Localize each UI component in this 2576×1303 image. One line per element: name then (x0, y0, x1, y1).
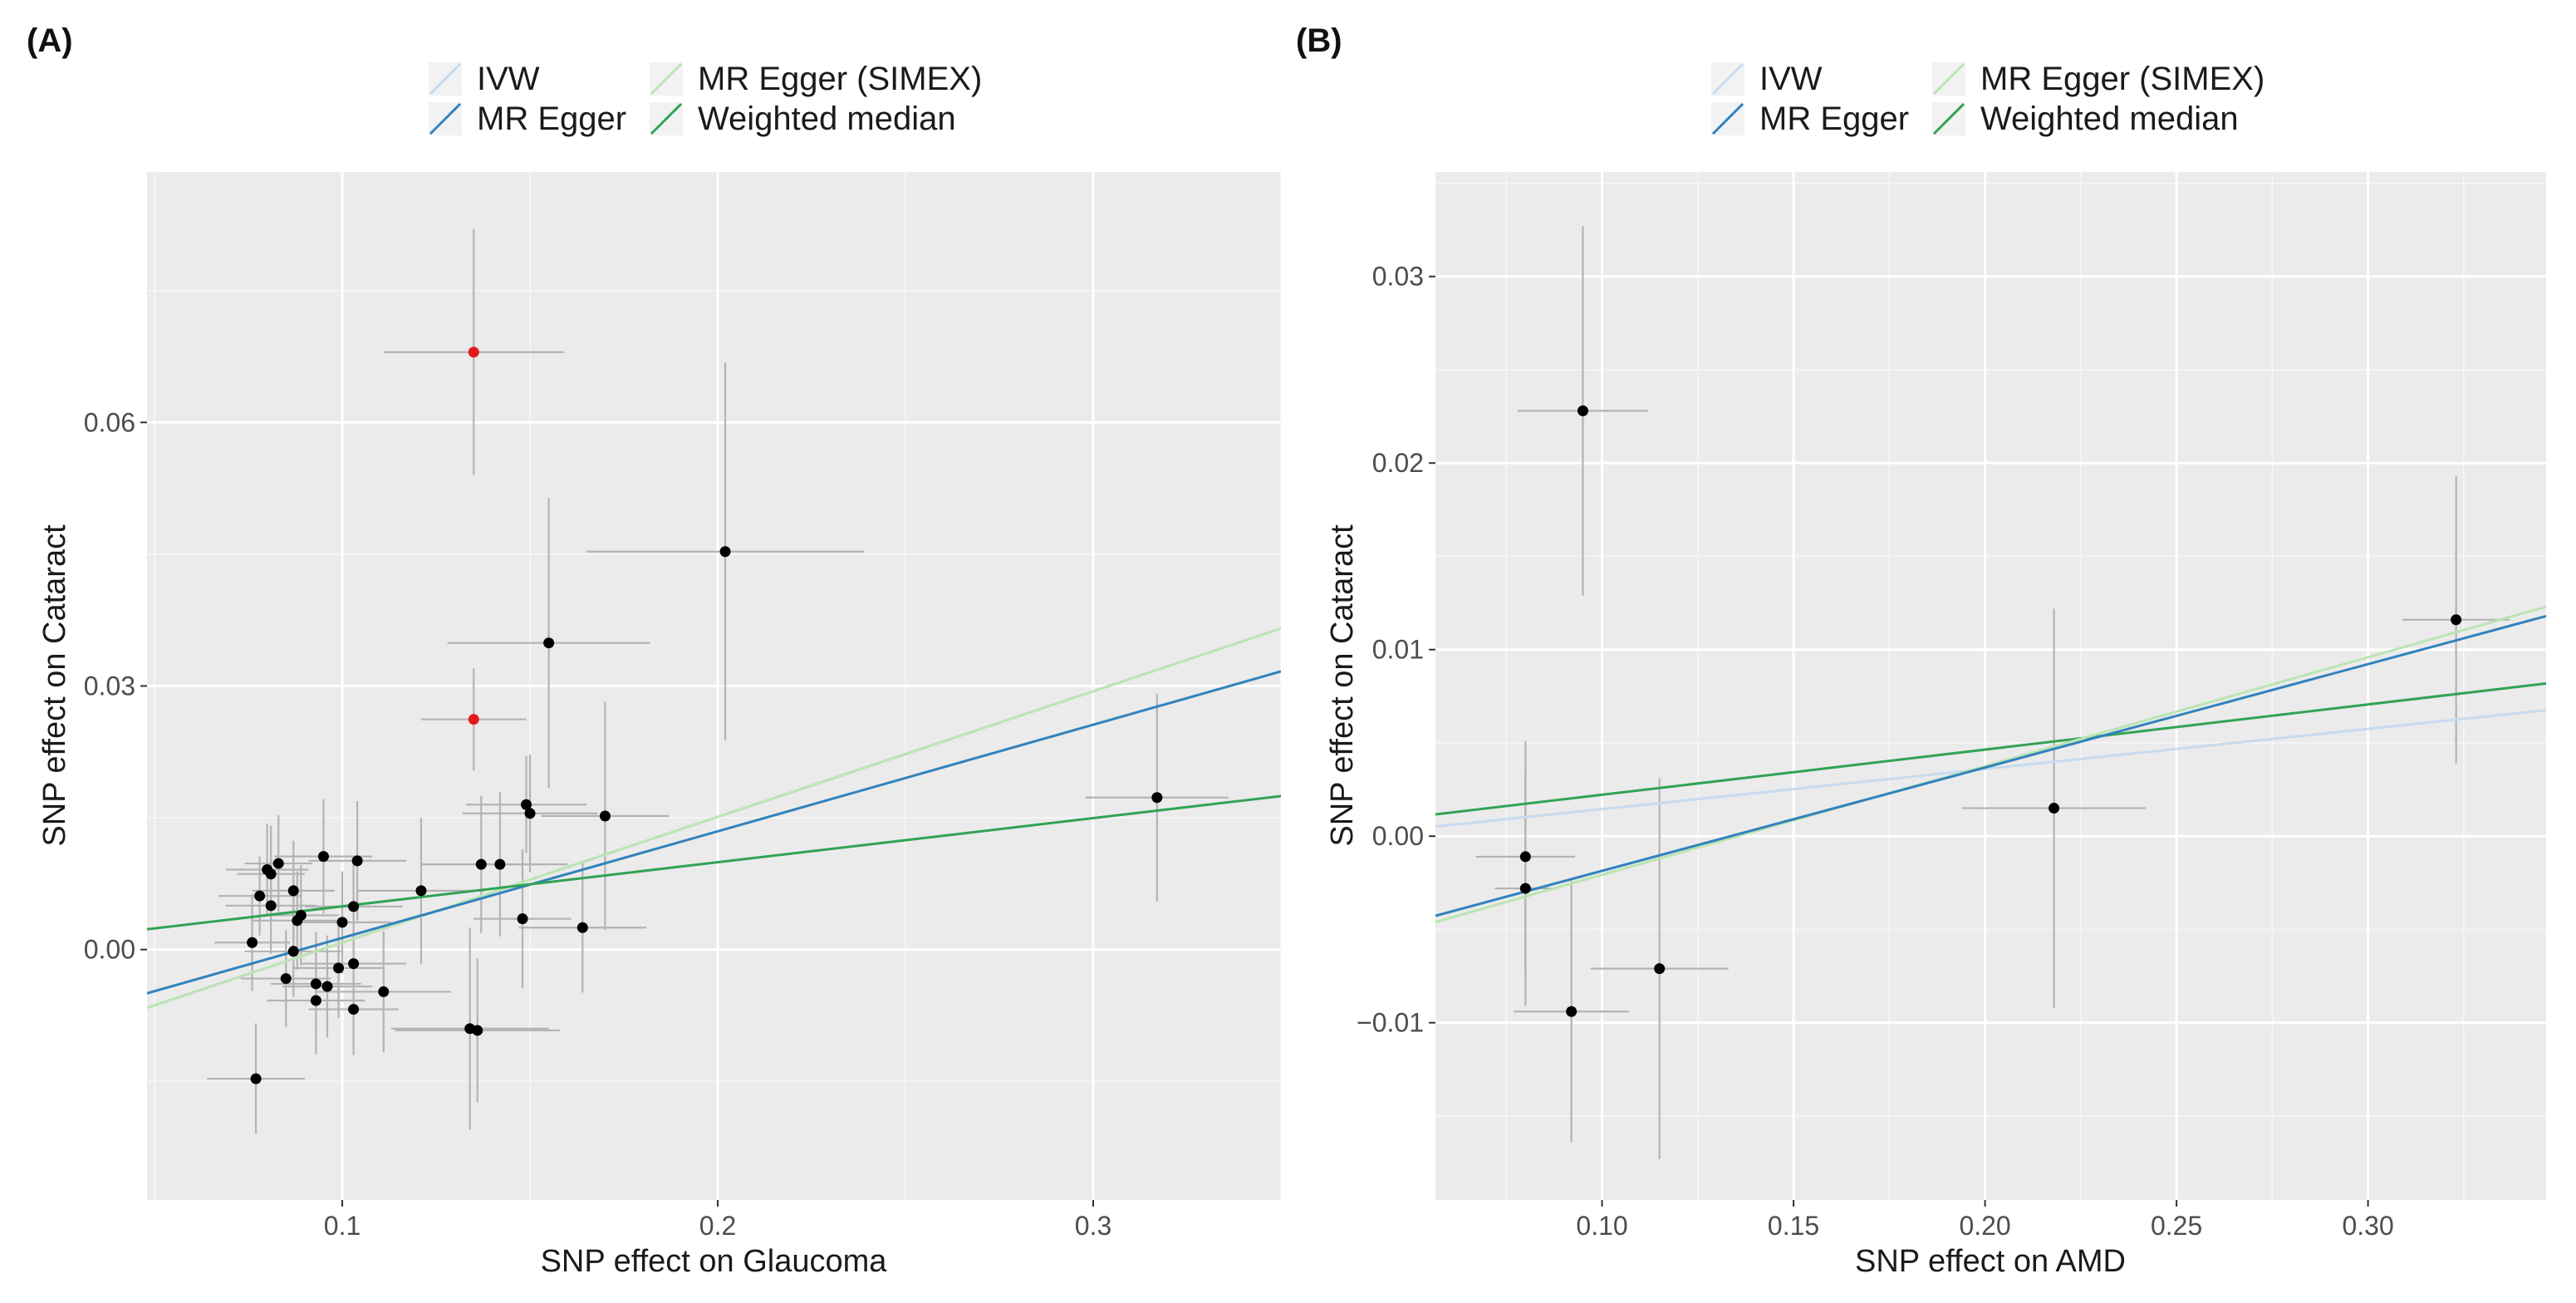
y-tick-label: −0.01 (1357, 1008, 1424, 1038)
panel-b-legend: IVW MR Egger MR Egger (SIMEX) Weighted m… (1711, 61, 2264, 137)
legend-item-weighted-median: Weighted median (1932, 101, 2239, 137)
panel-a-legend: IVW MR Egger MR Egger (SIMEX) Weighted m… (429, 61, 982, 137)
legend-label-mr-egger: MR Egger (477, 101, 626, 137)
data-point (247, 937, 258, 948)
data-point (351, 855, 363, 867)
regression-line-weighted-median (1435, 681, 2546, 816)
legend-label-weighted-median: Weighted median (1980, 101, 2239, 137)
x-tick-label: 0.1 (324, 1211, 361, 1241)
data-point (336, 917, 348, 928)
data-point (348, 1004, 360, 1015)
data-point (280, 973, 292, 985)
data-point (2451, 614, 2462, 626)
data-point (599, 810, 611, 822)
regression-line-mr-egger (1435, 614, 2546, 917)
data-point (310, 978, 321, 990)
data-point (494, 858, 506, 870)
data-point (517, 913, 528, 925)
x-tick-label: 0.3 (1075, 1211, 1111, 1241)
x-tick-label: 0.25 (2151, 1211, 2202, 1241)
data-point (254, 890, 266, 902)
data-point (317, 851, 329, 863)
panel-b-plot-background (1435, 172, 2546, 1200)
x-tick-label: 0.30 (2342, 1211, 2393, 1241)
y-axis-title: SNP effect on Cataract (37, 524, 72, 847)
regression-line-mr-egger-simex (147, 627, 1281, 1010)
y-axis-title: SNP effect on Cataract (1325, 524, 1360, 847)
x-tick-label: 0.15 (1768, 1211, 1819, 1241)
panel-b-label: (B) (1296, 22, 1342, 59)
data-point (310, 995, 321, 1006)
data-point (348, 901, 360, 912)
legend-item-mr-egger: MR Egger (429, 101, 626, 137)
data-point (719, 546, 731, 558)
data-point (1151, 792, 1163, 804)
legend-label-ivw: IVW (477, 61, 540, 97)
x-axis-title: SNP effect on AMD (1855, 1244, 2126, 1279)
regression-line-mr-egger (147, 670, 1281, 995)
panel-b: (B) IVW MR Egger MR Egger (SIMEX) Weight… (1296, 22, 2546, 1279)
data-point (378, 986, 390, 997)
legend-label-weighted-median: Weighted median (698, 101, 956, 137)
data-point (1519, 851, 1531, 863)
x-tick-label: 0.20 (1959, 1211, 2010, 1241)
legend-label-mr-egger-simex: MR Egger (SIMEX) (698, 61, 982, 97)
data-point (287, 946, 299, 957)
data-point (415, 885, 427, 897)
x-tick-label: 0.10 (1576, 1211, 1627, 1241)
y-tick-label: 0.00 (84, 935, 135, 965)
legend-item-ivw: IVW (429, 61, 540, 97)
data-point (1566, 1006, 1577, 1017)
legend-item-ivw: IVW (1711, 61, 1823, 97)
x-tick-label: 0.2 (699, 1211, 736, 1241)
legend-label-mr-egger-simex: MR Egger (SIMEX) (1980, 61, 2264, 97)
data-point (475, 858, 487, 870)
outlier-data-point (468, 714, 479, 725)
data-point (521, 799, 532, 810)
regression-line-weighted-median (147, 794, 1281, 931)
data-point (543, 637, 555, 649)
data-point (577, 922, 588, 933)
data-point (265, 900, 277, 912)
outlier-data-point (468, 347, 479, 358)
legend-label-mr-egger: MR Egger (1759, 101, 1909, 137)
data-point (272, 858, 284, 869)
y-tick-label: 0.03 (84, 671, 135, 701)
y-tick-label: 0.02 (1372, 448, 1424, 478)
regression-line-mr-egger-simex (1435, 605, 2546, 924)
y-tick-label: 0.01 (1372, 635, 1424, 665)
data-point (1654, 963, 1666, 975)
legend-item-mr-egger-simex: MR Egger (SIMEX) (1932, 61, 2264, 97)
data-point (321, 981, 333, 992)
legend-item-mr-egger-simex: MR Egger (SIMEX) (650, 61, 982, 97)
plot-area (147, 172, 1281, 1200)
legend-item-mr-egger: MR Egger (1711, 101, 1909, 137)
data-point (2049, 803, 2060, 814)
data-point (250, 1073, 262, 1084)
regression-line-ivw (1435, 709, 2546, 829)
data-point (265, 868, 277, 880)
data-point (292, 915, 303, 927)
data-point (524, 808, 536, 819)
data-point (1519, 883, 1531, 894)
legend-item-weighted-median: Weighted median (650, 101, 956, 137)
data-point (348, 958, 360, 970)
y-tick-label: 0.00 (1372, 821, 1424, 851)
data-point (472, 1025, 483, 1036)
panel-a: (A) IVW MR Egger MR Egger (SIMEX) Weight… (27, 22, 1281, 1279)
panel-a-label: (A) (27, 22, 73, 59)
plot-area (1435, 172, 2546, 1200)
data-point (287, 885, 299, 897)
data-point (333, 962, 345, 974)
y-tick-label: 0.03 (1372, 262, 1424, 292)
legend-label-ivw: IVW (1759, 61, 1823, 97)
x-axis-title: SNP effect on Glaucoma (541, 1244, 888, 1279)
data-point (1577, 405, 1588, 416)
y-tick-label: 0.06 (84, 407, 135, 437)
